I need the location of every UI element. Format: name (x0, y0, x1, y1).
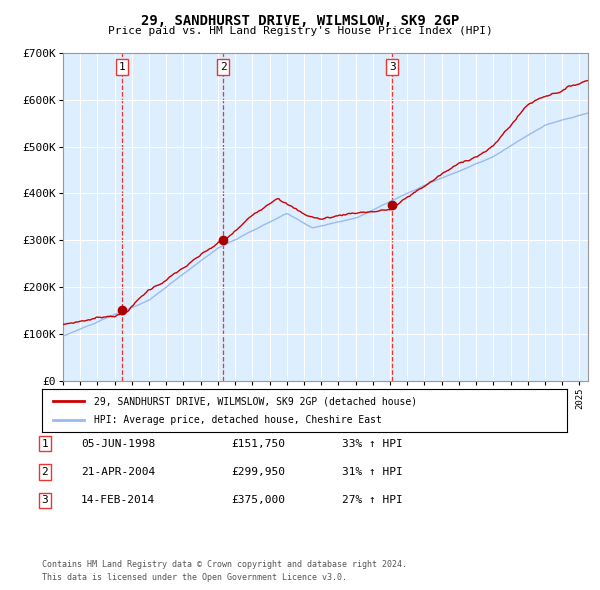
Text: £299,950: £299,950 (231, 467, 285, 477)
Text: Contains HM Land Registry data © Crown copyright and database right 2024.: Contains HM Land Registry data © Crown c… (42, 560, 407, 569)
Text: 2: 2 (220, 62, 226, 72)
Text: 14-FEB-2014: 14-FEB-2014 (81, 496, 155, 505)
Text: 3: 3 (41, 496, 49, 505)
Text: 3: 3 (389, 62, 395, 72)
Text: HPI: Average price, detached house, Cheshire East: HPI: Average price, detached house, Ches… (95, 415, 382, 425)
Text: This data is licensed under the Open Government Licence v3.0.: This data is licensed under the Open Gov… (42, 572, 347, 582)
Text: 29, SANDHURST DRIVE, WILMSLOW, SK9 2GP (detached house): 29, SANDHURST DRIVE, WILMSLOW, SK9 2GP (… (95, 396, 418, 407)
Text: 2: 2 (41, 467, 49, 477)
Text: £375,000: £375,000 (231, 496, 285, 505)
Text: 21-APR-2004: 21-APR-2004 (81, 467, 155, 477)
Text: 27% ↑ HPI: 27% ↑ HPI (342, 496, 403, 505)
Text: 1: 1 (119, 62, 125, 72)
Text: 29, SANDHURST DRIVE, WILMSLOW, SK9 2GP: 29, SANDHURST DRIVE, WILMSLOW, SK9 2GP (141, 14, 459, 28)
Text: £151,750: £151,750 (231, 439, 285, 448)
Text: 1: 1 (41, 439, 49, 448)
Text: 33% ↑ HPI: 33% ↑ HPI (342, 439, 403, 448)
Text: 05-JUN-1998: 05-JUN-1998 (81, 439, 155, 448)
Text: 31% ↑ HPI: 31% ↑ HPI (342, 467, 403, 477)
Text: Price paid vs. HM Land Registry's House Price Index (HPI): Price paid vs. HM Land Registry's House … (107, 26, 493, 35)
